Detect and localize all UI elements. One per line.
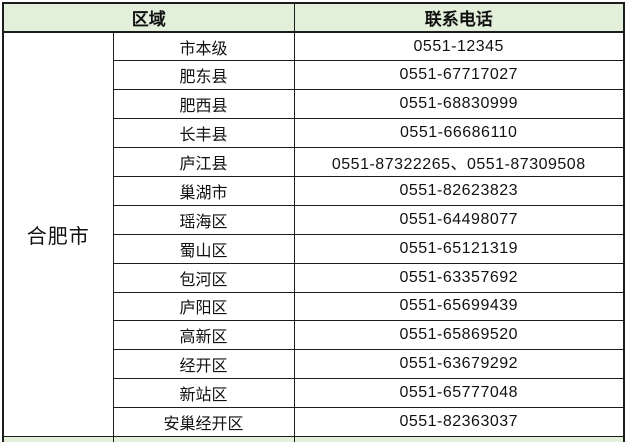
- district-cell: 市本级: [112, 31, 295, 62]
- district-cell: 新站区: [112, 378, 295, 409]
- district-cell: 肥东县: [112, 60, 295, 91]
- table-row: 肥西县 0551-68830999: [3, 89, 625, 120]
- phone-number-cell: 0551-82623823: [293, 175, 625, 206]
- phone-number-cell: 0551-12345: [293, 31, 625, 62]
- partial-cell: [2, 435, 114, 442]
- table-row: 高新区 0551-65869520: [3, 320, 625, 351]
- table-row: 长丰县 0551-66686110: [3, 118, 625, 149]
- district-cell: 高新区: [112, 320, 295, 351]
- phone-number-cell: 0551-66686110: [293, 118, 625, 149]
- phone-number-cell: 0551-65699439: [293, 291, 625, 322]
- phone-number-cell: 0551-68830999: [293, 89, 625, 120]
- region-header-cell: 区域: [2, 2, 295, 33]
- district-cell: 巢湖市: [112, 175, 295, 206]
- district-cell: 长丰县: [112, 118, 295, 149]
- table-row: 包河区 0551-63357692: [3, 262, 625, 293]
- table-header-row: 区域 联系电话: [2, 2, 625, 33]
- partial-cell: [112, 435, 295, 442]
- table-row: 安巢经开区 0551-82363037: [3, 407, 625, 437]
- phone-number-cell: 0551-65121319: [293, 233, 625, 264]
- district-cell: 包河区: [112, 262, 295, 293]
- partial-cell: [293, 435, 625, 442]
- phone-header-cell: 联系电话: [293, 2, 625, 33]
- district-cell: 肥西县: [112, 89, 295, 120]
- table-row: 庐江县 0551-87322265、0551-87309508: [3, 147, 625, 177]
- district-cell: 安巢经开区: [112, 407, 295, 437]
- district-cell: 庐阳区: [112, 291, 295, 322]
- phone-number-cell: 0551-82363037: [293, 407, 625, 437]
- phone-number-cell: 0551-63357692: [293, 262, 625, 293]
- phone-number-cell: 0551-65869520: [293, 320, 625, 351]
- table-row: 瑶海区 0551-64498077: [3, 204, 625, 235]
- phone-number-cell: 0551-67717027: [293, 60, 625, 91]
- phone-number-cell: 0551-64498077: [293, 204, 625, 235]
- district-cell: 庐江县: [112, 147, 295, 177]
- district-cell: 蜀山区: [112, 233, 295, 264]
- table-row: 合肥市 市本级 0551-12345: [2, 31, 625, 437]
- table-row: 蜀山区 0551-65121319: [3, 233, 625, 264]
- phone-number-cell: 0551-63679292: [293, 349, 625, 380]
- district-cell: 经开区: [112, 349, 295, 380]
- phone-number-cell: 0551-65777048: [293, 378, 625, 409]
- table-row: 巢湖市 0551-82623823: [3, 175, 625, 206]
- partial-next-row: [2, 435, 625, 442]
- district-cell: 瑶海区: [112, 204, 295, 235]
- table-row: 肥东县 0551-67717027: [3, 60, 625, 91]
- phone-number-cell: 0551-87322265、0551-87309508: [293, 147, 625, 177]
- city-cell: 合肥市: [2, 31, 114, 437]
- table-row: 新站区 0551-65777048: [3, 378, 625, 409]
